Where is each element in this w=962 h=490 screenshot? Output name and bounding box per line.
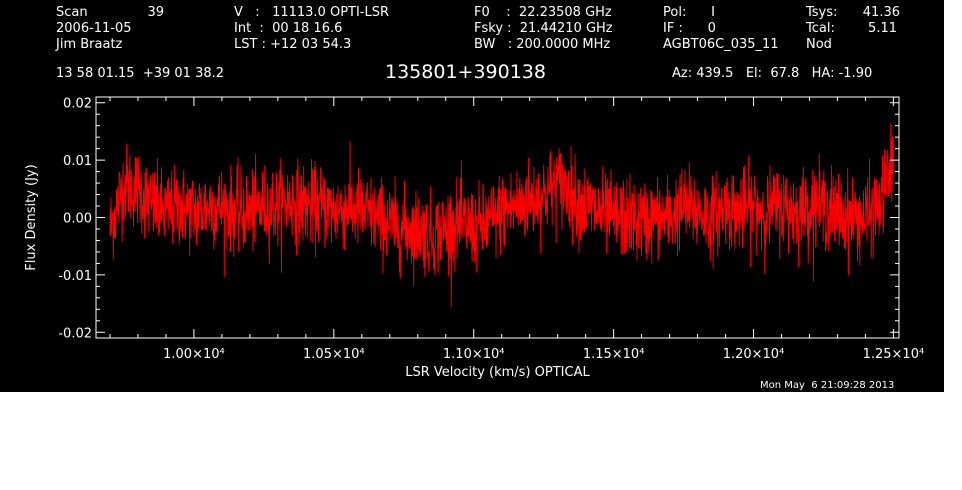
integration-line: Int : 00 18 16.6 [234,21,343,36]
x-tick-label: 1.20×10⁴ [723,347,785,362]
obs-date: 2006-11-05 [56,21,132,36]
observer-name: Jim Braatz [56,37,123,52]
plot-timestamp: Mon May 6 21:09:28 2013 [760,380,895,391]
tcal-value: 5.11 [868,21,897,36]
tcal-label: Tcal: [806,21,835,36]
source-coordinates: 13 58 01.15 +39 01 38.2 [56,66,225,81]
az-el-ha: Az: 439.5 El: 67.8 HA: -1.90 [672,66,873,81]
spectrum-series [109,123,894,308]
y-tick-label: -0.01 [58,269,92,284]
x-axis-title: LSR Velocity (km/s) OPTICAL [405,365,590,380]
source-name: 135801+390138 [385,61,546,83]
x-tick-label: 1.05×10⁴ [303,347,365,362]
if-line: IF : 0 [663,21,716,36]
x-tick-label: 1.00×10⁴ [163,347,225,362]
spectrum-line [109,123,894,308]
x-tick-label: 1.25×10⁴ [863,347,925,362]
y-axis-title: Flux Density (Jy) [24,164,39,270]
tsys-value: 41.36 [862,5,900,20]
lst-line: LST : +12 03 54.3 [234,37,352,52]
velocity-line: V : 11113.0 OPTI-LSR [234,5,390,20]
y-tick-label: 0.01 [63,154,92,169]
bandwidth-line: BW : 200.0000 MHz [474,37,611,52]
y-tick-label: -0.02 [58,326,92,341]
observing-mode: Nod [806,37,832,52]
spectrum-panel: Scan 39 2006-11-05 Jim Braatz V : 11113.… [0,0,944,392]
f0-line: F0 : 22.23508 GHz [474,5,612,20]
tsys-label: Tsys: [806,5,838,20]
project-id: AGBT06C_035_11 [663,37,779,52]
x-tick-label: 1.10×10⁴ [443,347,505,362]
scan-label: Scan [56,5,88,20]
spectrum-plot: 1.00×10⁴ 1.05×10⁴ 1.10×10⁴ 1.15×10⁴ 1.20×10⁴… [24,96,925,380]
y-tick-label: 0.02 [63,97,92,112]
polarization-line: Pol: I [663,5,715,20]
fsky-line: Fsky : 21.44210 GHz [474,21,613,36]
scan-value: 39 [147,5,164,20]
y-tick-label: 0.00 [63,212,92,227]
x-tick-label: 1.15×10⁴ [583,347,645,362]
